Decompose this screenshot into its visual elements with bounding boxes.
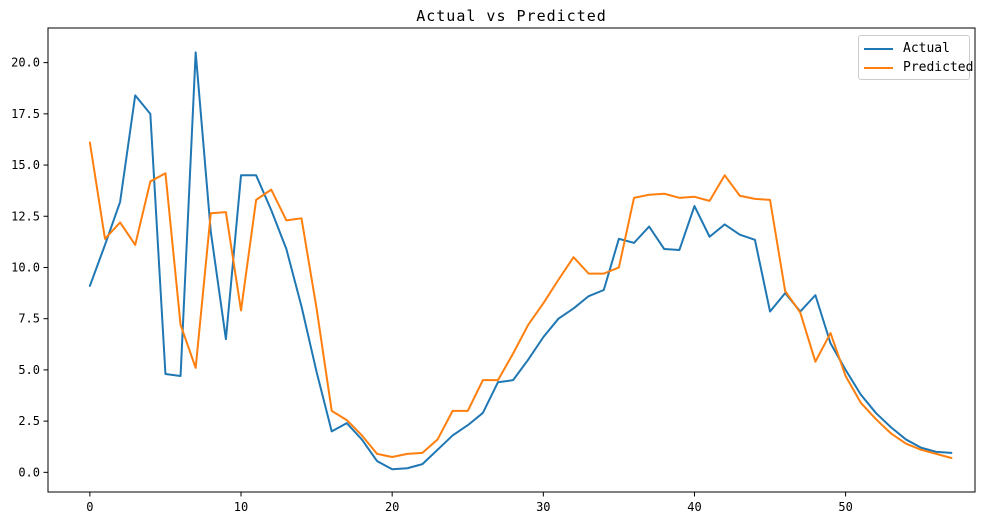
- x-tick-label: 10: [234, 500, 248, 514]
- y-tick-label: 5.0: [18, 363, 40, 377]
- y-tick-label: 10.0: [11, 260, 40, 274]
- legend-line-predicted-icon: [864, 66, 893, 69]
- legend-item-actual: Actual: [864, 39, 969, 58]
- axes-spines: [47, 27, 976, 493]
- x-tick-label: 30: [536, 500, 550, 514]
- y-tick-label: 0.0: [18, 465, 40, 479]
- legend: Actual Predicted: [858, 35, 973, 80]
- x-tick-label: 0: [86, 500, 93, 514]
- legend-line-actual-icon: [864, 47, 893, 50]
- legend-label-actual: Actual: [903, 41, 950, 56]
- legend-label-predicted: Predicted: [903, 60, 974, 75]
- series-line-predicted: [88, 141, 953, 459]
- x-tick-label: 40: [687, 500, 701, 514]
- x-tick-label: 50: [838, 500, 852, 514]
- chart-title: Actual vs Predicted: [416, 7, 607, 25]
- y-tick-label: 12.5: [11, 209, 40, 223]
- y-tick-label: 2.5: [18, 414, 40, 428]
- legend-item-predicted: Predicted: [864, 58, 973, 77]
- y-tick-label: 17.5: [11, 107, 40, 121]
- x-tick-label: 20: [385, 500, 399, 514]
- y-tick-label: 15.0: [11, 158, 40, 172]
- y-tick-label: 7.5: [18, 312, 40, 326]
- series-line-actual: [88, 51, 953, 471]
- y-tick-label: 20.0: [11, 56, 40, 70]
